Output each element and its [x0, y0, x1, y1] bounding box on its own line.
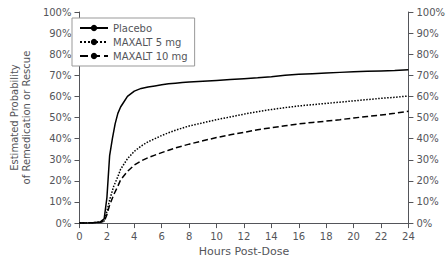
svg-text:20%: 20% [49, 175, 71, 186]
svg-text:12: 12 [238, 231, 251, 242]
svg-text:50%: 50% [49, 112, 71, 123]
svg-text:40%: 40% [49, 133, 71, 144]
svg-text:MAXALT 10 mg: MAXALT 10 mg [113, 51, 188, 62]
svg-text:20%: 20% [416, 175, 438, 186]
svg-text:80%: 80% [49, 49, 71, 60]
svg-text:18: 18 [320, 231, 333, 242]
svg-text:Placebo: Placebo [113, 23, 152, 34]
svg-text:14: 14 [265, 231, 278, 242]
svg-text:30%: 30% [49, 154, 71, 165]
svg-text:90%: 90% [49, 28, 71, 39]
svg-text:10%: 10% [49, 196, 71, 207]
svg-text:4: 4 [131, 231, 137, 242]
svg-text:2: 2 [104, 231, 110, 242]
svg-text:8: 8 [186, 231, 192, 242]
svg-text:40%: 40% [416, 133, 438, 144]
svg-text:0: 0 [76, 231, 82, 242]
svg-text:of Remedication or Rescue: of Remedication or Rescue [21, 51, 32, 185]
svg-text:80%: 80% [416, 49, 438, 60]
svg-text:100%: 100% [43, 7, 72, 18]
svg-text:20: 20 [347, 231, 360, 242]
svg-text:MAXALT 5 mg: MAXALT 5 mg [113, 37, 181, 48]
svg-text:60%: 60% [416, 91, 438, 102]
svg-text:30%: 30% [416, 154, 438, 165]
svg-text:0%: 0% [416, 218, 432, 229]
svg-text:Hours Post-Dose: Hours Post-Dose [199, 245, 290, 258]
svg-text:50%: 50% [416, 112, 438, 123]
svg-text:6: 6 [159, 231, 165, 242]
svg-text:Estimated Probability: Estimated Probability [9, 64, 20, 171]
svg-text:0%: 0% [56, 218, 72, 229]
svg-text:70%: 70% [49, 70, 71, 81]
svg-text:70%: 70% [416, 70, 438, 81]
svg-text:90%: 90% [416, 28, 438, 39]
svg-text:24: 24 [402, 231, 415, 242]
svg-text:22: 22 [375, 231, 388, 242]
svg-text:10: 10 [210, 231, 223, 242]
svg-text:16: 16 [292, 231, 305, 242]
svg-text:10%: 10% [416, 196, 438, 207]
svg-text:100%: 100% [416, 7, 445, 18]
svg-text:60%: 60% [49, 91, 71, 102]
